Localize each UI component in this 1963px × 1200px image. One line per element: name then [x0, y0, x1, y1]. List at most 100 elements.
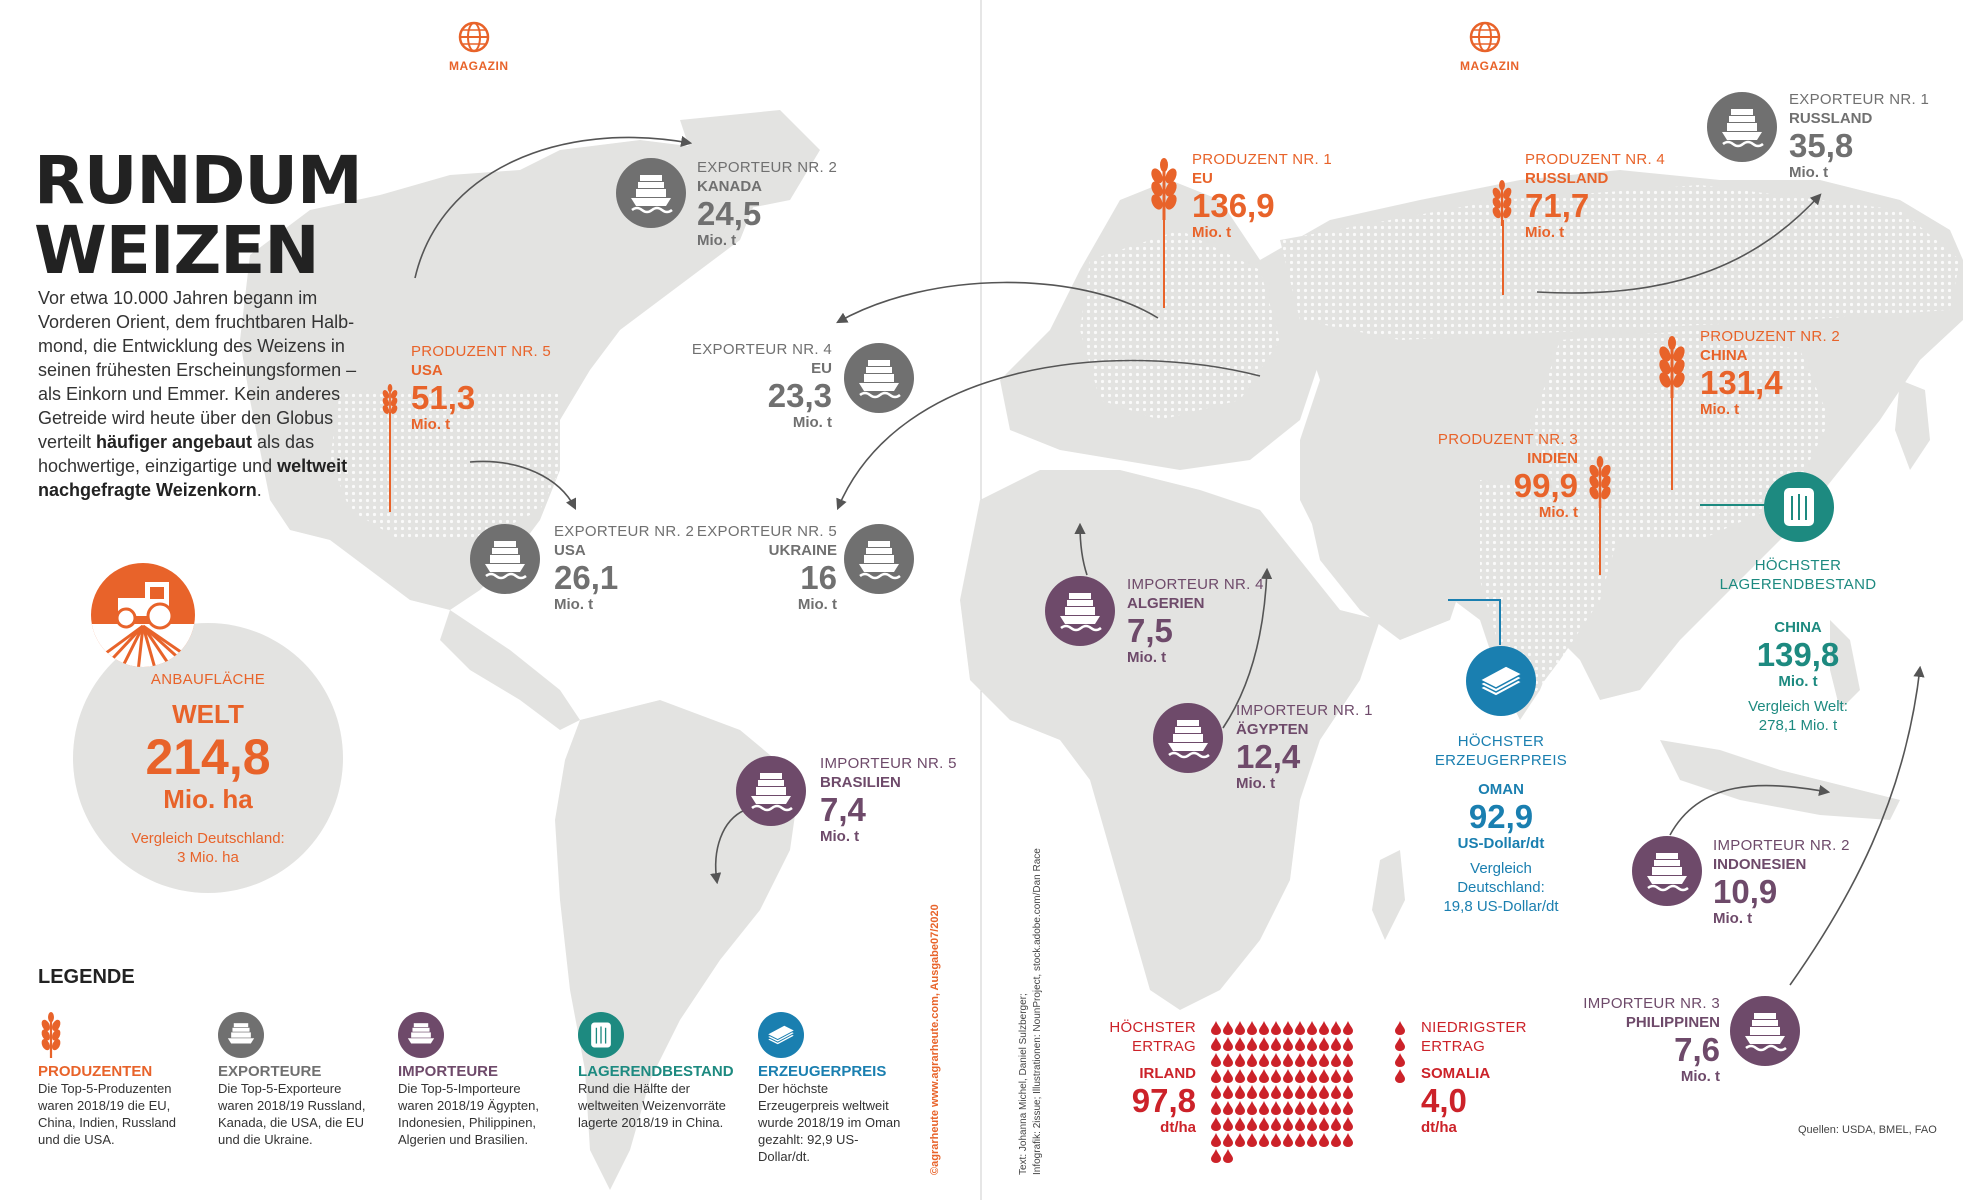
exporter-russland: EXPORTEUR NR. 1 RUSSLAND 35,8 Mio. t [1789, 90, 1929, 182]
preis-label-2: ERZEUGERPREIS [1434, 752, 1568, 769]
yield-drop [1343, 1101, 1353, 1115]
yield-drop [1259, 1085, 1269, 1099]
importer-rank: IMPORTEUR NR. 4 [1127, 576, 1264, 593]
ertrag-high-drops [1210, 1020, 1360, 1164]
importer-rank: IMPORTEUR NR. 3 [1583, 995, 1720, 1012]
exporter-unit: Mio. t [797, 596, 837, 613]
arrow-brasilien [710, 809, 746, 885]
importer-rank: IMPORTEUR NR. 1 [1236, 702, 1373, 719]
yield-drop [1223, 1021, 1233, 1035]
wheat-icon [1148, 158, 1180, 225]
yield-drop [1223, 1037, 1233, 1051]
anbau-value: 214,8 [145, 729, 271, 785]
anbau-block: ANBAUFLÄCHE WELT 214,8 Mio. ha Vergleich… [98, 670, 318, 867]
yield-drop [1283, 1069, 1293, 1083]
ship-icon [1632, 836, 1702, 911]
exporter-value: 16 [800, 559, 837, 596]
yield-drop [1319, 1101, 1329, 1115]
preis-country: OMAN [1478, 781, 1524, 798]
yield-drop [1283, 1117, 1293, 1131]
yield-drop [1211, 1149, 1221, 1163]
yield-drop [1395, 1021, 1405, 1035]
yield-drop [1211, 1037, 1221, 1051]
yield-drop [1247, 1069, 1257, 1083]
yield-drop [1235, 1101, 1245, 1115]
preis-label-1: HÖCHSTER [1457, 733, 1545, 750]
yield-drop [1295, 1117, 1305, 1131]
yield-drop [1271, 1085, 1281, 1099]
importer-value: 7,4 [820, 791, 866, 828]
arrow-philippinen [1789, 665, 1925, 986]
map-south-america [555, 700, 800, 1190]
producer-rank: PRODUZENT NR. 3 [1437, 431, 1578, 448]
producer-country: USA [411, 362, 443, 379]
preis-unit: US-Dollar/dt [1457, 835, 1545, 852]
exporter-country: UKRAINE [768, 542, 837, 559]
map-japan [1895, 380, 1930, 470]
producer-indien: PRODUZENT NR. 3 INDIEN 99,9 Mio. t [1420, 430, 1578, 522]
yield-drop [1331, 1069, 1341, 1083]
producer-rank: PRODUZENT NR. 2 [1700, 328, 1841, 345]
yield-drop [1223, 1101, 1233, 1115]
yield-drop [1283, 1021, 1293, 1035]
ship-icon [470, 524, 540, 599]
producer-unit: Mio. t [1700, 401, 1740, 418]
ship-icon [1153, 703, 1223, 778]
lager-country: CHINA [1774, 619, 1822, 636]
page-title: RUNDUM WEIZEN [34, 146, 363, 289]
yield-drop [1247, 1085, 1257, 1099]
yield-drop [1343, 1037, 1353, 1051]
yield-drop [1271, 1069, 1281, 1083]
yield-drop [1259, 1133, 1269, 1147]
anbau-compare-1: Vergleich Deutschland: [131, 830, 285, 847]
ertrag-low-unit: dt/ha [1421, 1119, 1457, 1136]
yield-drop [1283, 1037, 1293, 1051]
importer-country: INDONESIEN [1713, 856, 1807, 873]
intro-text: Vor etwa 10.000 Jahren begann im Vordere… [38, 288, 357, 500]
importer-algerien: IMPORTEUR NR. 4 ALGERIEN 7,5 Mio. t [1127, 575, 1264, 667]
yield-drop [1295, 1085, 1305, 1099]
legend-item-exporteure: EXPORTEURE Die Top-5-Exporteure waren 20… [218, 1012, 378, 1148]
exporter-value: 23,3 [767, 377, 832, 414]
ertrag-low-drops [1394, 1020, 1410, 1084]
yield-drop [1235, 1037, 1245, 1051]
yield-drop [1307, 1117, 1317, 1131]
yield-drop [1295, 1101, 1305, 1115]
yield-drop [1223, 1085, 1233, 1099]
money-icon [1466, 646, 1536, 721]
ship-icon [844, 343, 914, 418]
globe-icon [1469, 21, 1501, 53]
legend-item-importeure: IMPORTEURE Die Top-5-Importeure waren 20… [398, 1012, 558, 1148]
yield-drop [1259, 1053, 1269, 1067]
ertrag-low-country: SOMALIA [1421, 1065, 1491, 1082]
wheat-icon [1490, 180, 1514, 231]
tractor-icon-badge [90, 562, 196, 673]
legend-item-erzeugerpreis: ERZEUGERPREIS Der höchste Erzeugerpreis … [758, 1012, 908, 1165]
title-line-2: WEIZEN [34, 212, 320, 289]
exporter-value: 35,8 [1789, 127, 1854, 164]
magazin-badge-left: MAGAZIN [449, 20, 508, 73]
importer-value: 12,4 [1236, 738, 1301, 775]
exporter-unit: Mio. t [697, 232, 737, 249]
silo-icon [1764, 472, 1834, 547]
legend-item-text: Die Top-5-Importeure waren 2018/19 Ägypt… [398, 1081, 539, 1147]
producer-eu: PRODUZENT NR. 1 EU 136,9 Mio. t [1192, 150, 1332, 242]
yield-drop [1223, 1149, 1233, 1163]
yield-drop [1307, 1101, 1317, 1115]
wheat-icon [380, 384, 400, 425]
yield-drop [1295, 1053, 1305, 1067]
exporter-country: KANADA [697, 178, 762, 195]
yield-drop [1247, 1101, 1257, 1115]
preis-compare-1: Vergleich [1470, 860, 1532, 877]
lager-unit: Mio. t [1778, 673, 1818, 690]
yield-drop [1283, 1053, 1293, 1067]
yield-drop [1343, 1117, 1353, 1131]
map-indonesia [1660, 740, 1900, 820]
map-usa-dots [330, 390, 560, 540]
map-india-dots [1480, 480, 1620, 700]
ship-icon [844, 524, 914, 599]
exporter-country: EU [811, 360, 832, 377]
credit-vertical: ©agrarheute www.agrarheute.com, Ausgabe0… [929, 904, 941, 1175]
exporter-rank: EXPORTEUR NR. 4 [691, 341, 832, 358]
yield-drop [1247, 1133, 1257, 1147]
